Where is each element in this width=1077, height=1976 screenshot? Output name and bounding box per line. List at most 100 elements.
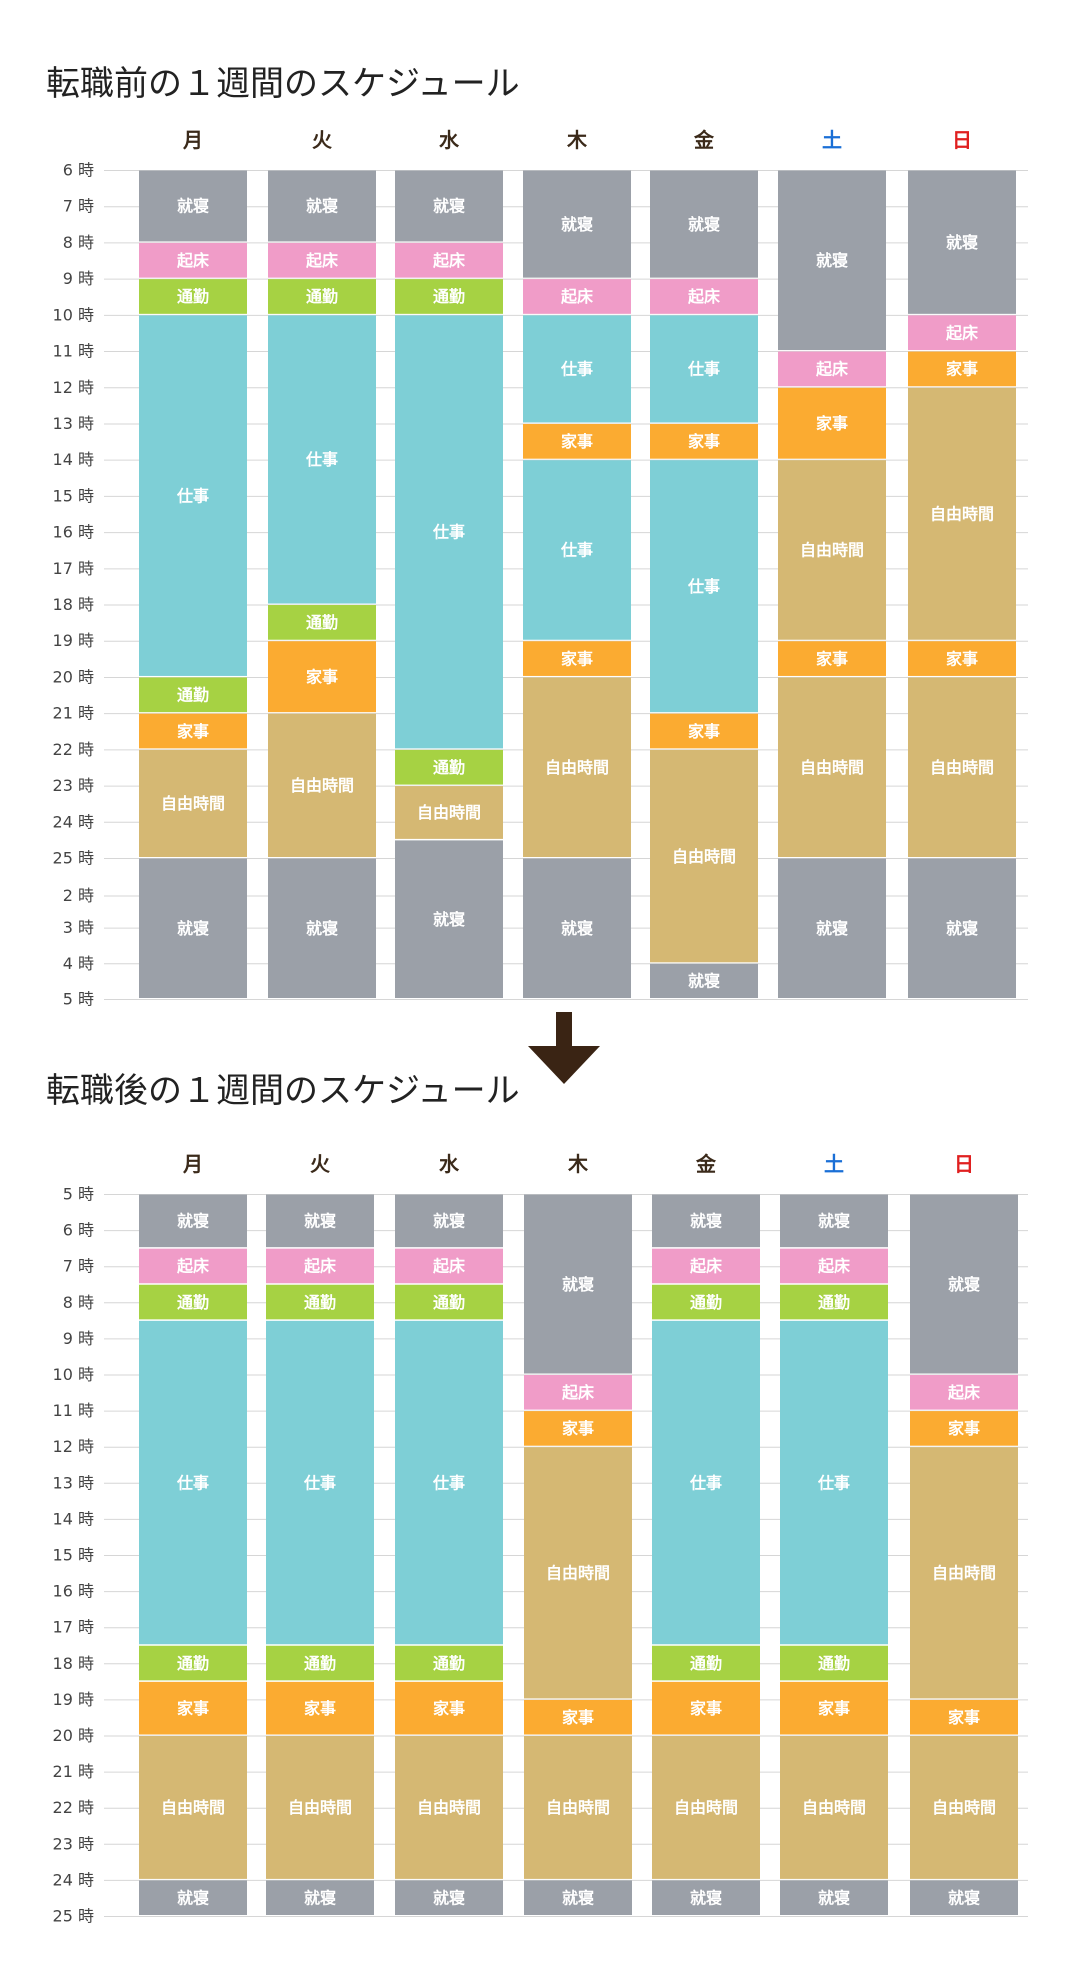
block-chores (908, 641, 1016, 676)
block-chores (395, 1681, 503, 1735)
block-sleep (778, 858, 886, 998)
block-label: 就寝 (690, 1888, 722, 1907)
block-label: 自由時間 (674, 1798, 738, 1817)
y-tick-label: 7 時 (63, 1257, 94, 1276)
y-tick-label: 16 時 (53, 1582, 94, 1601)
before-schedule-chart: 6 時 7 時 8 時 9 時 10 時 11 時 12 時 13 時 14 時 15 時 16 時… (53, 128, 1028, 1009)
block-label: 自由時間 (932, 1798, 996, 1817)
block-commute (268, 605, 376, 640)
block-label: 就寝 (561, 919, 593, 938)
block-label: 通勤 (690, 1293, 722, 1312)
down-arrow-icon (528, 1012, 600, 1084)
block-commute (266, 1284, 374, 1320)
y-tick-label: 10 時 (53, 1365, 94, 1384)
y-tick-label: 12 時 (53, 1437, 94, 1456)
y-tick-label: 23 時 (53, 1834, 94, 1853)
block-label: 家事 (562, 1419, 594, 1438)
block-label: 家事 (177, 1699, 209, 1718)
block-label: 就寝 (948, 1275, 980, 1294)
block-sleep (139, 170, 247, 242)
y-tick-label: 10 時 (53, 305, 94, 324)
y-tick-label: 24 時 (53, 1870, 94, 1889)
block-work (523, 315, 631, 423)
day-header: 金 (695, 1152, 717, 1176)
block-chores (780, 1681, 888, 1735)
block-label: 就寝 (688, 215, 720, 234)
block-wake (266, 1248, 374, 1284)
block-wake (395, 1248, 503, 1284)
block-label: 就寝 (306, 197, 338, 216)
block-label: 就寝 (177, 197, 209, 216)
block-label: 家事 (177, 722, 209, 741)
block-label: 自由時間 (802, 1798, 866, 1817)
block-sleep (268, 170, 376, 242)
block-wake (395, 242, 503, 278)
day-header: 月 (182, 128, 203, 152)
block-work (395, 1320, 503, 1645)
block-label: 就寝 (177, 1888, 209, 1907)
block-label: 就寝 (818, 1888, 850, 1907)
block-label: 就寝 (946, 233, 978, 252)
day-header: 土 (822, 128, 842, 152)
block-label: 家事 (946, 360, 978, 379)
block-label: 仕事 (560, 541, 593, 560)
block-label: 就寝 (433, 197, 465, 216)
block-label: 自由時間 (672, 847, 736, 866)
block-free-time (524, 1447, 632, 1699)
y-tick-label: 6 時 (63, 1221, 94, 1240)
block-chores (650, 423, 758, 459)
block-chores (524, 1699, 632, 1735)
block-label: 家事 (304, 1699, 336, 1718)
y-tick-label: 21 時 (53, 704, 94, 723)
block-label: 家事 (561, 649, 593, 668)
block-label: 仕事 (687, 360, 720, 379)
block-label: 起床 (560, 287, 594, 306)
day-header: 日 (952, 128, 972, 152)
block-work (523, 460, 631, 640)
block-commute (139, 1284, 247, 1320)
block-free-time (139, 1736, 247, 1879)
y-tick-label: 11 時 (53, 342, 94, 361)
block-label: 起床 (689, 1257, 723, 1276)
y-tick-label: 4 時 (63, 954, 94, 973)
block-work (139, 315, 247, 676)
block-label: 通勤 (304, 1293, 336, 1312)
block-free-time (395, 786, 503, 839)
block-commute (395, 1284, 503, 1320)
day-header: 土 (824, 1152, 844, 1176)
block-commute (266, 1645, 374, 1681)
block-label: 就寝 (816, 251, 848, 270)
block-wake (650, 279, 758, 314)
block-wake (268, 242, 376, 278)
block-sleep (268, 858, 376, 998)
block-label: 通勤 (177, 1654, 209, 1673)
block-free-time (780, 1736, 888, 1879)
block-label: 通勤 (433, 1654, 465, 1673)
block-free-time (910, 1447, 1018, 1699)
block-wake (523, 279, 631, 314)
block-label: 起床 (561, 1383, 595, 1402)
day-header: 火 (312, 128, 333, 152)
block-label: 起床 (305, 251, 339, 270)
block-free-time (139, 749, 247, 857)
block-label: 自由時間 (546, 1564, 610, 1583)
day-header: 日 (954, 1152, 974, 1176)
block-label: 通勤 (818, 1293, 850, 1312)
y-tick-label: 9 時 (63, 1329, 94, 1348)
block-label: 自由時間 (800, 758, 864, 777)
block-label: 就寝 (177, 1212, 209, 1231)
y-tick-label: 21 時 (53, 1762, 94, 1781)
block-sleep (524, 1880, 632, 1915)
block-wake (780, 1248, 888, 1284)
day-header: 水 (439, 1152, 460, 1176)
y-tick-label: 7 時 (63, 197, 94, 216)
block-label: 通勤 (304, 1654, 336, 1673)
block-label: 家事 (948, 1419, 980, 1438)
block-chores (650, 713, 758, 749)
block-commute (139, 1645, 247, 1681)
y-tick-label: 2 時 (63, 886, 94, 905)
block-label: 家事 (946, 649, 978, 668)
block-label: 家事 (690, 1699, 722, 1718)
block-free-time (524, 1736, 632, 1879)
block-label: 家事 (688, 432, 720, 451)
